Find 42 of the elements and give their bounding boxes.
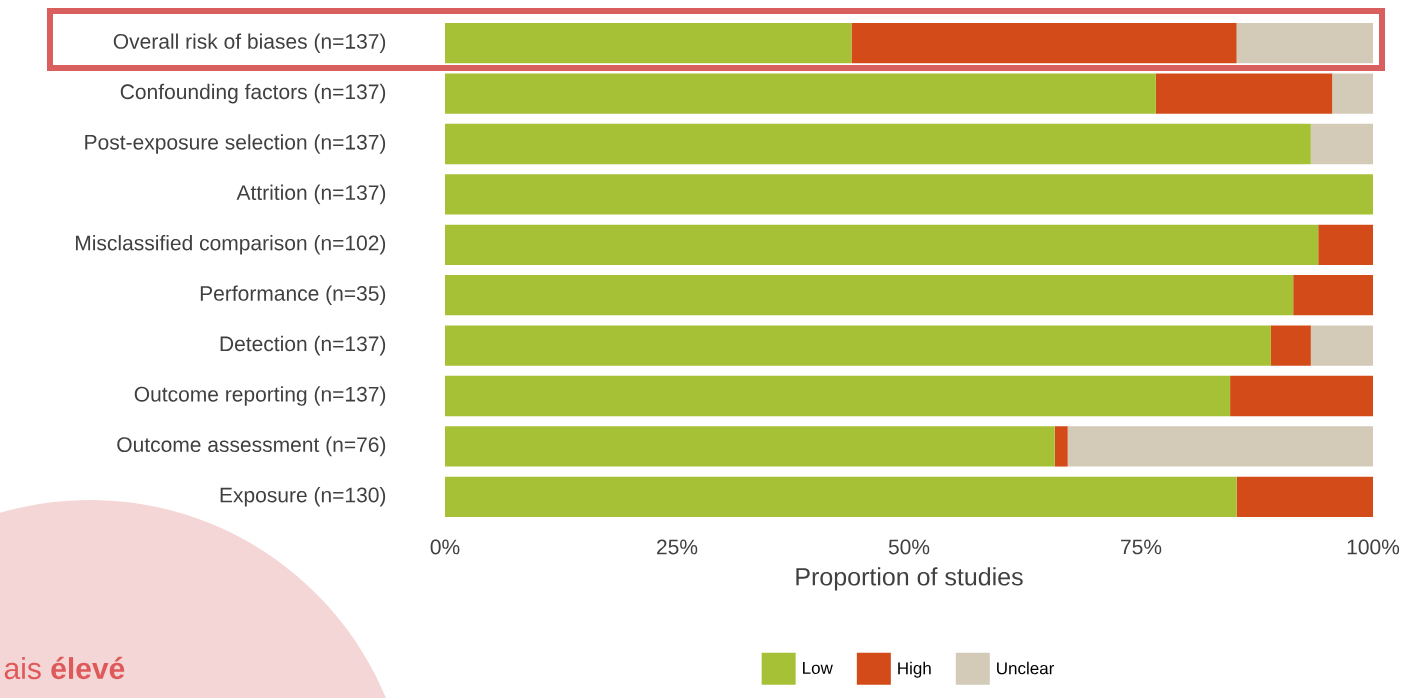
- bar: [1293, 275, 1374, 316]
- y-tick-label: Outcome reporting (n=137): [134, 386, 386, 406]
- bar: [1155, 73, 1333, 114]
- bar: [1054, 426, 1068, 467]
- legend-label: Low: [803, 662, 833, 674]
- bar: [445, 426, 1055, 467]
- bar: [445, 476, 1237, 517]
- bar: [1332, 73, 1374, 114]
- bar: [445, 375, 1231, 417]
- bar: [1270, 325, 1311, 366]
- bar: [445, 123, 1311, 165]
- bar: [1310, 325, 1374, 366]
- legend-label: High: [898, 661, 931, 678]
- bar: [445, 325, 1271, 366]
- legend-label: Unclear: [997, 661, 1055, 675]
- x-tick-label: 75%: [1121, 539, 1162, 555]
- x-tick-label: 50%: [888, 539, 930, 555]
- bar: [1236, 23, 1374, 64]
- bar: [851, 23, 1237, 64]
- text: ais élevé: [4, 656, 125, 680]
- y-tick-label: Post-exposure selection (n=137): [85, 134, 386, 154]
- y-tick-label: Outcome assessment (n=76): [117, 436, 386, 457]
- bar: [1310, 123, 1374, 165]
- y-tick-label: Confounding factors (n=137): [120, 83, 386, 104]
- x-tick-label: 0%: [430, 539, 460, 555]
- y-tick-label: Exposure (n=130): [220, 487, 386, 507]
- bar: [445, 23, 852, 64]
- bar: [1230, 375, 1374, 417]
- y-tick-label: Detection (n=137): [220, 335, 386, 356]
- y-tick-label: Performance (n=35): [200, 285, 386, 305]
- bar: [1318, 224, 1374, 265]
- x-axis-title: Proportion of studies: [796, 567, 1023, 591]
- y-tick-label: Attrition (n=137): [236, 184, 386, 205]
- bar: [1067, 426, 1374, 467]
- bar: [1236, 476, 1374, 517]
- bar: [445, 275, 1294, 316]
- y-tick-label: Misclassified comparison (n=102): [75, 235, 386, 255]
- x-tick-label: 100%: [1347, 539, 1400, 555]
- bar: [445, 174, 1374, 215]
- y-tick-label: Overall risk of biases (n=137): [113, 33, 386, 53]
- x-tick-label: 25%: [657, 539, 698, 555]
- bar: [445, 224, 1319, 265]
